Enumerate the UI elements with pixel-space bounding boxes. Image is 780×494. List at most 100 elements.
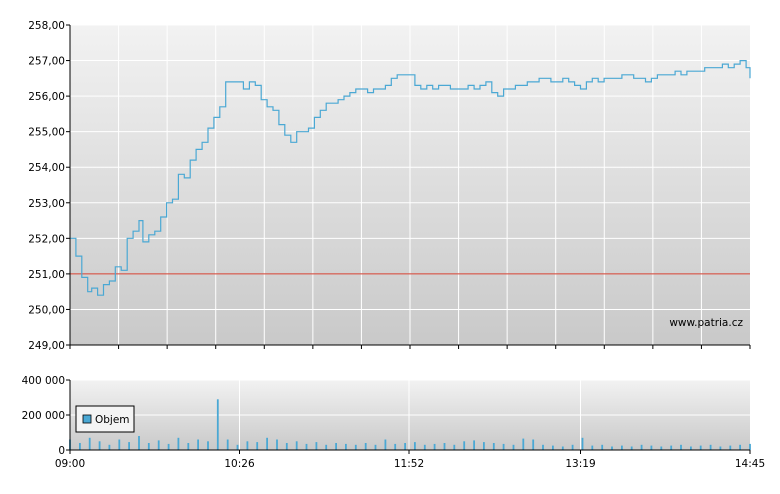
- volume-gridlines: [70, 379, 750, 450]
- volume-bar: [729, 445, 732, 450]
- volume-bar: [88, 437, 91, 451]
- volume-bar: [187, 443, 190, 450]
- x-tick-label: 13:19: [565, 458, 595, 470]
- volume-bar: [492, 443, 495, 450]
- volume-bar: [325, 444, 328, 451]
- price-series-line: [70, 60, 751, 296]
- volume-bar: [522, 438, 525, 450]
- volume-bar: [453, 444, 456, 451]
- volume-bar: [414, 442, 416, 450]
- volume-bar: [276, 439, 278, 450]
- volume-bar: [394, 443, 397, 450]
- x-tick-label: 10:26: [224, 458, 255, 470]
- volume-bar: [433, 443, 436, 450]
- volume-bar: [709, 444, 712, 451]
- volume-bar: [512, 444, 515, 451]
- volume-bar: [157, 440, 160, 450]
- volume-y-tick-label: 400 000: [22, 375, 65, 387]
- volume-bar: [285, 443, 288, 450]
- volume-bar: [690, 446, 692, 450]
- volume-y-tick-label: 0: [58, 445, 65, 457]
- volume-bar: [473, 440, 475, 450]
- price-y-tick-label: 258,00: [28, 20, 65, 32]
- volume-bar: [640, 444, 643, 451]
- price-y-tick-label: 250,00: [28, 304, 65, 316]
- volume-bar: [443, 443, 446, 450]
- volume-bar: [207, 441, 209, 451]
- volume-bar: [364, 443, 367, 450]
- volume-bar: [236, 444, 239, 451]
- x-tick-label: 11:52: [394, 458, 424, 470]
- volume-bar: [305, 443, 308, 450]
- legend-label: Objem: [95, 414, 130, 426]
- watermark: www.patria.cz: [669, 317, 743, 329]
- price-y-tick-label: 253,00: [28, 198, 65, 210]
- price-y-axis: 249,00 250,00 251,00 252,00 253,00 254,00 255,…: [28, 20, 70, 352]
- volume-bar: [581, 437, 584, 451]
- volume-bar: [404, 443, 406, 450]
- volume-bar: [650, 445, 653, 450]
- volume-bar: [423, 444, 426, 451]
- volume-bar: [463, 441, 466, 451]
- volume-bar: [216, 399, 219, 451]
- volume-bar: [108, 444, 111, 451]
- volume-y-tick-label: 200 000: [22, 410, 65, 422]
- volume-bar: [98, 441, 101, 451]
- volume-bar: [670, 445, 673, 450]
- volume-bar: [177, 437, 180, 451]
- price-gridlines: [70, 24, 750, 345]
- volume-bars: [69, 399, 751, 451]
- volume-bar: [680, 444, 682, 451]
- volume-bar: [542, 444, 544, 451]
- volume-bar: [601, 444, 604, 451]
- volume-bar: [315, 442, 318, 450]
- volume-bar: [147, 443, 150, 450]
- volume-bar: [571, 444, 574, 451]
- price-y-tick-label: 251,00: [28, 269, 65, 281]
- volume-bar: [295, 441, 298, 451]
- volume-bar: [79, 443, 81, 450]
- volume-bar: [660, 446, 663, 450]
- volume-bar: [384, 439, 387, 450]
- volume-bar: [719, 446, 722, 450]
- price-y-tick-label: 256,00: [28, 91, 65, 103]
- volume-bar: [345, 443, 347, 450]
- price-y-tick-label: 249,00: [28, 340, 65, 352]
- price-y-tick-label: 255,00: [28, 127, 65, 139]
- price-y-tick-label: 254,00: [28, 162, 65, 174]
- volume-bar: [128, 442, 130, 450]
- volume-bar: [246, 441, 249, 451]
- volume-bar: [226, 439, 229, 450]
- time-x-axis: 09:00 10:26 11:52 13:19 14:45: [55, 450, 765, 470]
- volume-bar: [167, 443, 170, 450]
- volume-bar: [502, 443, 505, 450]
- volume-bar: [483, 442, 485, 450]
- volume-bar: [354, 444, 357, 451]
- volume-legend: Objem: [75, 405, 135, 433]
- x-tick-label: 09:00: [55, 458, 85, 470]
- volume-bar: [256, 442, 259, 450]
- volume-bar: [118, 439, 121, 450]
- legend-swatch: [82, 414, 92, 424]
- volume-bar: [561, 446, 564, 450]
- volume-y-axis: 0 200 000 400 000: [22, 375, 70, 457]
- price-y-tick-label: 252,00: [28, 233, 65, 245]
- volume-bar: [197, 439, 199, 450]
- volume-bar: [138, 436, 140, 450]
- volume-bar: [374, 444, 377, 451]
- price-panel: 249,00 250,00 251,00 252,00 253,00 254,00 255,…: [28, 20, 751, 352]
- x-tick-label: 14:45: [735, 458, 765, 470]
- price-x-tick-marks: [69, 345, 751, 349]
- volume-bar: [621, 445, 623, 450]
- volume-bar: [532, 439, 535, 450]
- volume-panel: 0 200 000 400 000 09:00 10:26 11:52 13:19 14:4…: [22, 375, 766, 470]
- volume-bar: [699, 445, 702, 450]
- price-y-tick-label: 257,00: [28, 56, 65, 68]
- volume-bar: [335, 443, 337, 450]
- volume-bar: [739, 444, 741, 451]
- volume-bar: [749, 443, 751, 450]
- volume-bar: [611, 446, 613, 450]
- volume-bar: [266, 437, 268, 451]
